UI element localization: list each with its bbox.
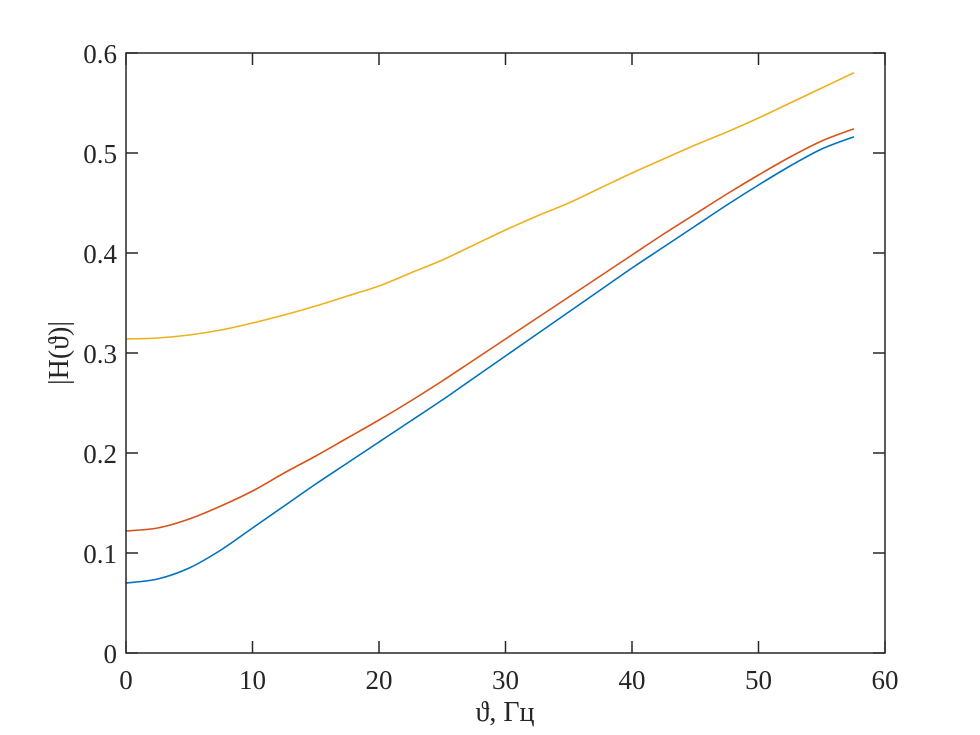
x-axis-label: ϑ, Гц [475, 697, 535, 728]
y-tick-label: 0.3 [83, 339, 117, 369]
x-tick-label: 30 [492, 665, 519, 695]
y-tick-label: 0.6 [83, 39, 117, 69]
series-blue-curve [125, 136, 855, 584]
x-tick-label: 10 [239, 665, 266, 695]
y-tick-label: 0 [104, 639, 118, 669]
y-tick-label: 0.2 [83, 439, 117, 469]
x-tick-label: 0 [119, 665, 133, 695]
axes-box [125, 52, 886, 654]
x-tick-label: 20 [366, 665, 393, 695]
y-tick-label: 0.4 [83, 239, 117, 269]
y-tick-label: 0.5 [83, 139, 117, 169]
x-tick-label: 40 [619, 665, 646, 695]
x-tick-label: 60 [872, 665, 899, 695]
y-axis-label: |H(ϑ)| [44, 321, 75, 385]
y-tick-label: 0.1 [83, 539, 117, 569]
x-tick-label: 50 [745, 665, 772, 695]
series-yellow-curve [125, 72, 855, 340]
series-orange-curve [125, 128, 855, 532]
